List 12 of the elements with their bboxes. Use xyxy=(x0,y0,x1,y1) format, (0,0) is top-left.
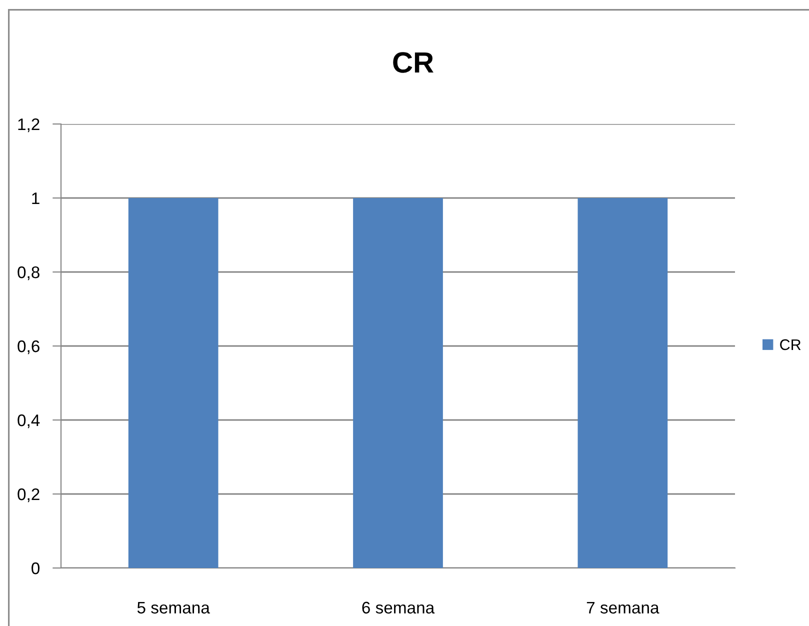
chart-title: CR xyxy=(393,52,434,73)
y-tick-label: 0 xyxy=(32,562,40,574)
legend-label: CR xyxy=(780,339,801,350)
x-tick-label: 7 semana xyxy=(586,602,660,614)
x-tick-label: 5 semana xyxy=(137,602,210,614)
y-tick-label: 0,2 xyxy=(18,488,40,502)
y-tick-label: 0,6 xyxy=(18,340,40,354)
y-tick-label: 0,8 xyxy=(18,266,40,280)
y-tick-label: 0,4 xyxy=(18,414,40,428)
x-tick-label: 6 semana xyxy=(362,602,435,614)
y-tick-label: 1,2 xyxy=(18,118,40,132)
y-tick-label: 1 xyxy=(32,192,40,204)
